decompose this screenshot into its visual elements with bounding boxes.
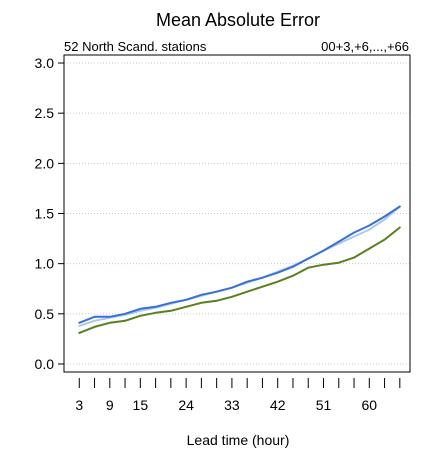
y-tick-label: 1.5 bbox=[35, 206, 55, 222]
y-tick-label: 3.0 bbox=[35, 55, 55, 71]
x-tick-label: 60 bbox=[362, 397, 378, 413]
grid bbox=[64, 62, 410, 365]
x-tick-label: 51 bbox=[316, 397, 332, 413]
y-tick-label: 2.5 bbox=[35, 105, 55, 121]
chart-subtitle-right: 00+3,+6,...,+66 bbox=[321, 39, 409, 54]
x-tick-label: 33 bbox=[224, 397, 240, 413]
y-tick-label: 0.5 bbox=[35, 306, 55, 322]
y-axis: 0.0 0.5 1.0 1.5 2.0 2.5 3.0 bbox=[35, 55, 64, 372]
chart-title: Mean Absolute Error bbox=[156, 10, 320, 30]
y-tick-label: 1.0 bbox=[35, 256, 55, 272]
series-line bbox=[78, 205, 401, 327]
x-tick-label: 3 bbox=[75, 397, 83, 413]
y-tick-label: 2.0 bbox=[35, 155, 55, 171]
series-line bbox=[78, 205, 401, 324]
x-tick-label: 15 bbox=[133, 397, 149, 413]
chart-subtitle-left: 52 North Scand. stations bbox=[64, 39, 207, 54]
x-tick-label: 9 bbox=[106, 397, 114, 413]
x-tick-label: 42 bbox=[270, 397, 286, 413]
series-line bbox=[78, 226, 401, 334]
x-axis: 3 9 15 24 33 42 51 60 bbox=[75, 378, 401, 413]
x-axis-label: Lead time (hour) bbox=[187, 432, 290, 448]
series-group bbox=[78, 205, 401, 334]
y-tick-label: 0.0 bbox=[35, 356, 55, 372]
x-tick-label: 24 bbox=[178, 397, 194, 413]
